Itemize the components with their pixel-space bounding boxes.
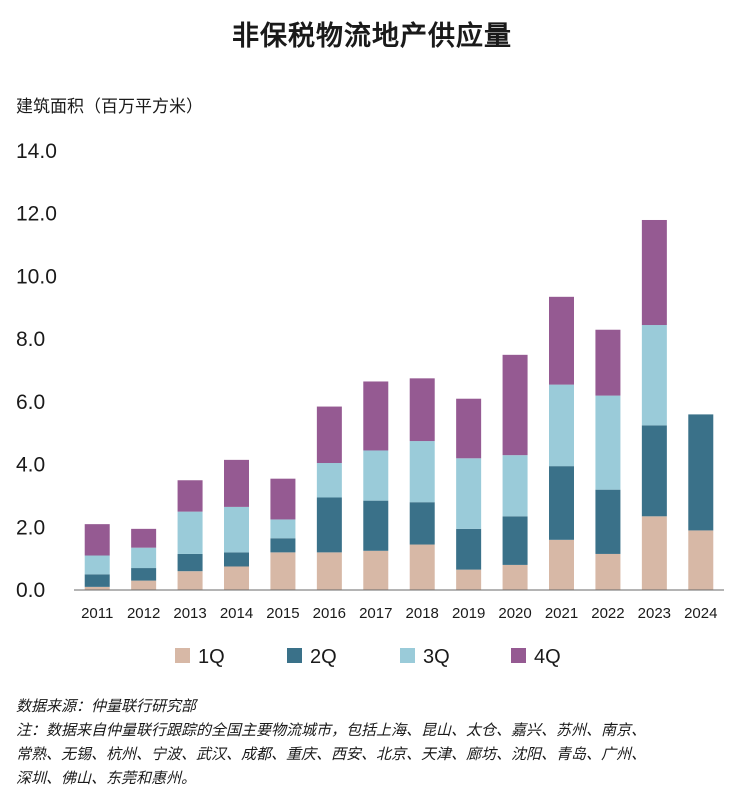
x-tick-label: 2021	[545, 605, 578, 622]
bar-2q-2023	[641, 425, 667, 517]
x-tick-label: 2022	[591, 605, 624, 622]
bar-1q-2024	[688, 530, 714, 590]
bar-2q-2012	[131, 568, 157, 581]
bar-3q-2012	[131, 547, 157, 569]
bar-4q-2015	[270, 478, 296, 520]
bar-2q-2014	[224, 552, 249, 567]
bar-4q-2017	[363, 381, 389, 451]
x-tick-label: 2019	[452, 605, 485, 622]
bar-4q-2016	[316, 406, 342, 464]
bar-4q-2013	[177, 480, 203, 512]
x-axis-ticks: 2011 2012 2013 2014 2015 2016 2017 2018 2019 2020…	[81, 605, 717, 622]
bar-2q-2019	[456, 528, 482, 570]
bar-1q-2013	[177, 571, 203, 590]
bar-1q-2011	[84, 586, 110, 590]
legend-label-2q: 2Q	[310, 646, 337, 668]
bar-2q-2016	[316, 497, 342, 553]
bar-1q-2019	[456, 569, 482, 590]
legend-label-3q: 3Q	[423, 646, 450, 668]
bar-2q-2011	[84, 574, 110, 587]
bars	[84, 219, 714, 590]
bar-3q-2017	[363, 450, 389, 501]
legend-swatch-1q	[175, 648, 190, 663]
bar-4q-2020	[502, 354, 528, 456]
bar-3q-2020	[502, 455, 528, 517]
legend-label-4q: 4Q	[534, 646, 561, 668]
y-tick-label: 6.0	[16, 391, 45, 414]
bar-3q-2014	[224, 506, 249, 553]
x-tick-label: 2016	[313, 605, 346, 622]
bar-2q-2015	[270, 538, 296, 553]
note-line: 深圳、佛山、东莞和惠州。	[16, 769, 197, 787]
y-tick-label: 4.0	[16, 454, 45, 477]
bar-1q-2014	[224, 566, 249, 590]
bar-4q-2011	[84, 524, 110, 556]
y-tick-label: 12.0	[16, 203, 57, 226]
x-tick-label: 2011	[81, 605, 113, 622]
bar-3q-2013	[177, 511, 203, 554]
bar-2q-2018	[409, 502, 435, 545]
bar-4q-2019	[456, 398, 482, 459]
bar-3q-2015	[270, 519, 296, 539]
bar-3q-2016	[316, 463, 342, 498]
bar-1q-2022	[595, 553, 621, 590]
x-tick-label: 2014	[220, 605, 253, 622]
y-tick-label: 2.0	[16, 516, 45, 539]
bar-1q-2016	[316, 552, 342, 590]
bar-4q-2014	[224, 459, 249, 507]
bar-2q-2013	[177, 553, 203, 572]
x-tick-label: 2013	[173, 605, 206, 622]
bar-1q-2018	[409, 544, 435, 590]
y-tick-label: 0.0	[16, 579, 45, 602]
stacked-bar-chart: 0.0 2.0 4.0 6.0 8.0 10.0 12.0 14.0 2011 2012 2013…	[16, 140, 724, 668]
x-tick-label: 2024	[684, 605, 717, 622]
bar-2q-2024	[688, 414, 714, 531]
bar-3q-2011	[84, 555, 110, 575]
x-tick-label: 2018	[406, 605, 439, 622]
bar-1q-2015	[270, 552, 296, 590]
x-tick-label: 2020	[498, 605, 531, 622]
legend-swatch-2q	[287, 648, 302, 663]
y-axis-ticks: 0.0 2.0 4.0 6.0 8.0 10.0 12.0 14.0	[16, 140, 57, 602]
x-tick-label: 2012	[127, 605, 160, 622]
legend-swatch-3q	[400, 648, 415, 663]
bar-4q-2022	[595, 329, 621, 396]
legend: 1Q 2Q 3Q 4Q	[175, 646, 561, 668]
bar-2q-2021	[549, 466, 574, 540]
source-note: 数据来源：仲量联行研究部	[16, 697, 197, 715]
x-tick-label: 2017	[359, 605, 392, 622]
chart-title: 非保税物流地产供应量	[232, 21, 512, 52]
bar-3q-2022	[595, 395, 621, 490]
bar-1q-2020	[502, 564, 528, 590]
bar-3q-2018	[409, 441, 435, 503]
bar-4q-2018	[409, 378, 435, 442]
bar-1q-2017	[363, 550, 389, 590]
legend-swatch-4q	[511, 648, 526, 663]
bar-4q-2021	[549, 296, 574, 385]
bar-1q-2023	[641, 516, 667, 590]
x-tick-label: 2015	[266, 605, 299, 622]
bar-1q-2012	[131, 580, 157, 590]
x-tick-label: 2023	[638, 605, 671, 622]
note-line: 注：数据来自仲量联行跟踪的全国主要物流城市，包括上海、昆山、太仓、嘉兴、苏州、南…	[16, 721, 647, 739]
footnotes: 数据来源：仲量联行研究部 注：数据来自仲量联行跟踪的全国主要物流城市，包括上海、…	[16, 694, 728, 790]
y-tick-label: 10.0	[16, 265, 57, 288]
bar-3q-2019	[456, 458, 482, 529]
bar-4q-2023	[641, 219, 667, 326]
bar-1q-2021	[549, 539, 574, 590]
bar-2q-2017	[363, 500, 389, 551]
bar-2q-2020	[502, 516, 528, 565]
note-line: 常熟、无锡、杭州、宁波、武汉、成都、重庆、西安、北京、天津、廊坊、沈阳、青岛、广…	[16, 745, 647, 763]
legend-label-1q: 1Q	[198, 646, 225, 668]
y-tick-label: 8.0	[16, 328, 45, 351]
y-tick-label: 14.0	[16, 140, 57, 163]
bar-4q-2012	[131, 528, 157, 548]
bar-2q-2022	[595, 489, 621, 554]
bar-3q-2021	[549, 384, 574, 467]
y-axis-label: 建筑面积（百万平方米）	[16, 97, 203, 117]
bar-3q-2023	[641, 325, 667, 426]
